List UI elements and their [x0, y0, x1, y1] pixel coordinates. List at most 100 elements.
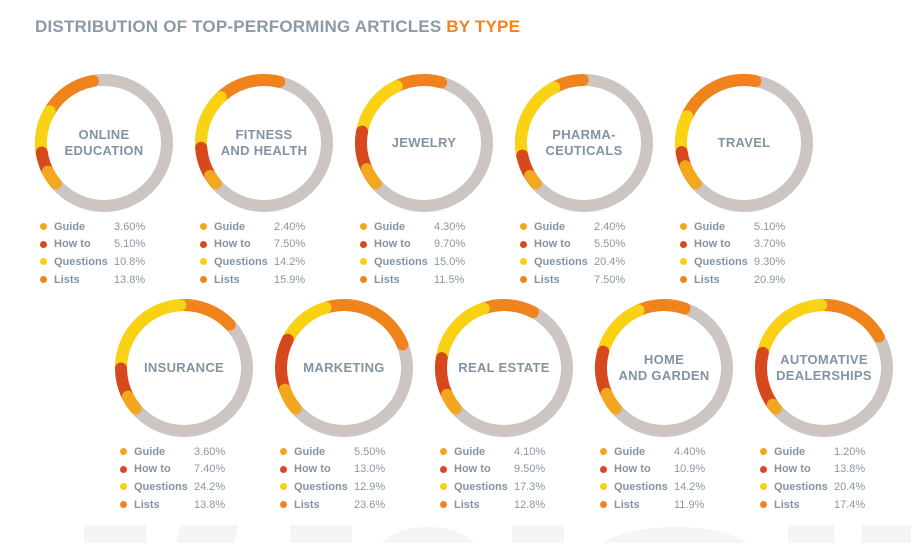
legend-row-how-to: How to 13.0% — [280, 461, 420, 479]
legend-value: 5.10% — [754, 220, 786, 233]
legend-dot — [440, 465, 447, 473]
legend-value: 9.70% — [434, 238, 466, 251]
donut-svg — [35, 74, 173, 212]
page-title: DISTRIBUTION OF TOP-PERFORMING ARTICLES … — [35, 17, 520, 37]
legend-value: 3.70% — [754, 238, 786, 251]
legend-dot — [40, 276, 47, 284]
legend-value: 5.50% — [594, 238, 626, 251]
segment-questions — [435, 302, 490, 365]
legend-label: Guide — [374, 220, 406, 233]
legend-label: Guide — [134, 445, 166, 458]
legend-row-lists: Lists 17.4% — [760, 496, 900, 514]
legend-label: Lists — [614, 498, 640, 511]
legend-value: 14.2% — [674, 480, 706, 493]
legend-row-questions: Questions 20.4% — [520, 253, 660, 271]
legend-dot — [680, 258, 687, 266]
legend-dot — [200, 276, 207, 284]
legend-row-questions: Questions 17.3% — [440, 478, 580, 496]
donut-svg — [114, 299, 253, 437]
segment-guide — [600, 387, 622, 415]
legend-label: Guide — [294, 445, 326, 458]
legend-dot — [440, 501, 447, 509]
donut-ring-online-education: ONLINE EDUCATION — [34, 73, 174, 213]
legend-dot — [40, 223, 47, 231]
segment-how-to — [595, 345, 613, 400]
donut-chart-fitness-and-health: FITNESS AND HEALTH Guide 2.40% How to 7.50% Qu… — [188, 73, 340, 288]
donut-svg — [755, 299, 893, 437]
legend-value: 9.50% — [514, 463, 546, 476]
legend-value: 3.60% — [114, 220, 146, 233]
legend-label: Guide — [694, 220, 726, 233]
legend-row-questions: Questions 15.0% — [360, 253, 500, 271]
donut-svg — [355, 74, 493, 212]
legend-row-lists: Lists 13.8% — [120, 496, 260, 514]
legend-row-guide: Guide 4.40% — [600, 443, 740, 461]
legend-dot — [280, 448, 287, 456]
legend-dot — [600, 483, 607, 491]
legend-dot — [760, 448, 767, 456]
donut-ring-jewelry: JEWELRY — [354, 73, 494, 213]
legend-label: How to — [534, 238, 571, 251]
legend-dot — [120, 501, 127, 509]
legend-label: Questions — [134, 480, 188, 493]
legend-value: 17.4% — [834, 498, 866, 511]
legend-dot — [440, 483, 447, 491]
legend-row-guide: Guide 5.10% — [680, 218, 820, 236]
legend-label: Questions — [774, 480, 828, 493]
legend-row-how-to: How to 9.50% — [440, 461, 580, 479]
legend-dot — [680, 276, 687, 284]
watermark — [0, 524, 911, 543]
donut-chart-real-estate: REAL ESTATE Guide 4.10% How to 9.50% Question… — [428, 298, 580, 513]
donut-legend: Guide 5.10% How to 3.70% Questions 9.30% Lists… — [680, 218, 820, 288]
legend-label: Questions — [214, 255, 268, 268]
donut-chart-marketing: MARKETING Guide 5.50% How to 13.0% Questions 1… — [268, 298, 420, 513]
donut-svg — [515, 74, 653, 212]
legend-label: How to — [694, 238, 731, 251]
segment-guide — [766, 398, 782, 415]
legend-dot — [360, 240, 367, 248]
legend-dot — [680, 240, 687, 248]
legend-value: 7.50% — [594, 273, 626, 286]
segment-lists — [815, 299, 885, 343]
segment-guide — [278, 383, 302, 415]
segment-questions — [756, 299, 828, 359]
legend-dot — [600, 448, 607, 456]
legend-value: 4.30% — [434, 220, 466, 233]
legend-row-how-to: How to 13.8% — [760, 461, 900, 479]
segment-lists — [174, 299, 236, 331]
donut-chart-jewelry: JEWELRY Guide 4.30% How to 9.70% Questions 15.… — [348, 73, 500, 288]
legend-value: 2.40% — [594, 220, 626, 233]
legend-label: Guide — [214, 220, 246, 233]
donut-legend: Guide 4.10% How to 9.50% Questions 17.3% Lists… — [440, 443, 580, 513]
legend-label: Lists — [214, 273, 240, 286]
legend-label: How to — [294, 463, 331, 476]
legend-dot — [200, 258, 207, 266]
legend-value: 4.10% — [514, 445, 546, 458]
legend-value: 9.30% — [754, 255, 786, 268]
legend-value: 17.3% — [514, 480, 546, 493]
legend-label: How to — [454, 463, 491, 476]
legend-row-lists: Lists 23.6% — [280, 496, 420, 514]
legend-label: Questions — [374, 255, 428, 268]
legend-row-how-to: How to 9.70% — [360, 236, 500, 254]
segment-how-to — [275, 333, 294, 396]
segment-guide — [204, 169, 222, 190]
legend-value: 5.10% — [114, 238, 146, 251]
watermark-fragment — [600, 527, 750, 543]
legend-label: Questions — [454, 480, 508, 493]
donut-chart-online-education: ONLINE EDUCATION Guide 3.60% How to 5.10% Ques… — [28, 73, 180, 288]
legend-dot — [440, 448, 447, 456]
watermark-fragment — [175, 525, 239, 543]
legend-row-how-to: How to 10.9% — [600, 461, 740, 479]
legend-dot — [600, 501, 607, 509]
donut-svg — [275, 299, 413, 437]
legend-dot — [360, 276, 367, 284]
legend-row-guide: Guide 1.20% — [760, 443, 900, 461]
legend-value: 7.50% — [274, 238, 306, 251]
segment-guide — [679, 160, 702, 190]
legend-dot — [120, 448, 127, 456]
donut-svg — [435, 299, 573, 437]
watermark-fragment — [290, 525, 352, 543]
legend-dot — [40, 258, 47, 266]
